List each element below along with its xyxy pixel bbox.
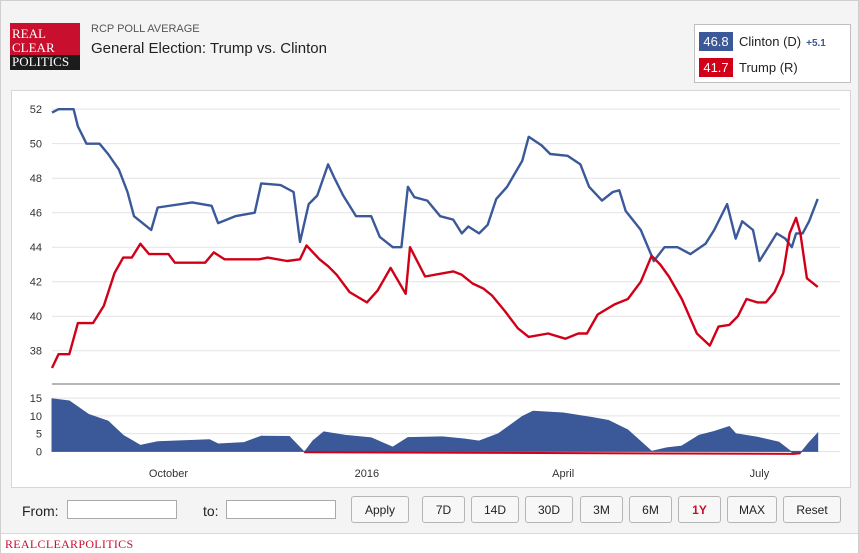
- legend-value-clinton: 46.8: [699, 32, 733, 51]
- reset-button[interactable]: Reset: [783, 496, 841, 523]
- to-date-input[interactable]: [226, 500, 336, 519]
- spread-negative-segment: [304, 451, 801, 455]
- range-button-max[interactable]: MAX: [727, 496, 777, 523]
- range-button-14d[interactable]: 14D: [471, 496, 519, 523]
- from-label: From:: [22, 503, 59, 519]
- logo-text-real: REAL: [12, 26, 46, 41]
- series-line-trump: [50, 216, 819, 369]
- x-tick-label: July: [750, 468, 770, 480]
- footer: REALCLEARPOLITICS: [1, 533, 858, 553]
- apply-button[interactable]: Apply: [351, 496, 409, 523]
- x-tick-label: 2016: [355, 468, 379, 480]
- spread-y-tick-label: 5: [36, 429, 42, 441]
- series-area-spread: [51, 398, 819, 455]
- range-button-7d[interactable]: 7D: [422, 496, 465, 523]
- legend-value-trump: 41.7: [699, 58, 733, 77]
- legend-label-trump: Trump (R): [739, 58, 798, 77]
- chart-subtitle: RCP POLL AVERAGE: [91, 23, 200, 35]
- y-tick-label: 42: [30, 277, 42, 289]
- x-tick-label: April: [552, 468, 574, 480]
- y-tick-label: 38: [30, 346, 42, 358]
- legend-name-clinton: Clinton (D): [739, 34, 802, 49]
- spread-y-tick-label: 15: [30, 393, 42, 405]
- chart-legend: 46.8 Clinton (D) +5.1 41.7 Trump (R): [694, 24, 851, 83]
- spread-y-tick-label: 0: [36, 446, 42, 458]
- chart-title: General Election: Trump vs. Clinton: [91, 40, 327, 57]
- series-line-clinton: [51, 108, 819, 263]
- spread-y-tick-label: 10: [30, 411, 42, 423]
- footer-brand[interactable]: REALCLEARPOLITICS: [5, 537, 134, 551]
- range-button-1y[interactable]: 1Y: [678, 496, 721, 523]
- chart-area: 38 40 42 44 46 48 50 52 0 5 10 15 October 2016 April Ju…: [11, 90, 851, 488]
- logo-text-politics: POLITICS: [12, 54, 70, 69]
- y-tick-label: 48: [30, 173, 42, 185]
- date-range-controls: From: to: Apply 7D 14D 30D 3M 6M 1Y MAX …: [1, 491, 858, 531]
- rcp-logo[interactable]: REAL CLEAR POLITICS: [10, 23, 80, 70]
- from-date-input[interactable]: [67, 500, 177, 519]
- x-tick-label: October: [149, 468, 188, 480]
- logo-text-clear: CLEAR: [12, 40, 55, 55]
- y-tick-label: 44: [30, 242, 42, 254]
- to-label: to:: [203, 503, 219, 519]
- y-tick-label: 40: [30, 311, 42, 323]
- logo-red-block: [10, 23, 80, 55]
- chart-svg[interactable]: 38 40 42 44 46 48 50 52 0 5 10 15 October 2016 April Ju…: [12, 91, 850, 487]
- y-tick-label: 52: [30, 104, 42, 116]
- legend-label-clinton: Clinton (D) +5.1: [739, 32, 826, 53]
- legend-name-trump: Trump (R): [739, 60, 798, 75]
- range-button-3m[interactable]: 3M: [580, 496, 623, 523]
- y-tick-label: 50: [30, 139, 42, 151]
- range-button-30d[interactable]: 30D: [525, 496, 573, 523]
- legend-spread-clinton: +5.1: [806, 38, 826, 49]
- range-button-6m[interactable]: 6M: [629, 496, 672, 523]
- y-tick-label: 46: [30, 208, 42, 220]
